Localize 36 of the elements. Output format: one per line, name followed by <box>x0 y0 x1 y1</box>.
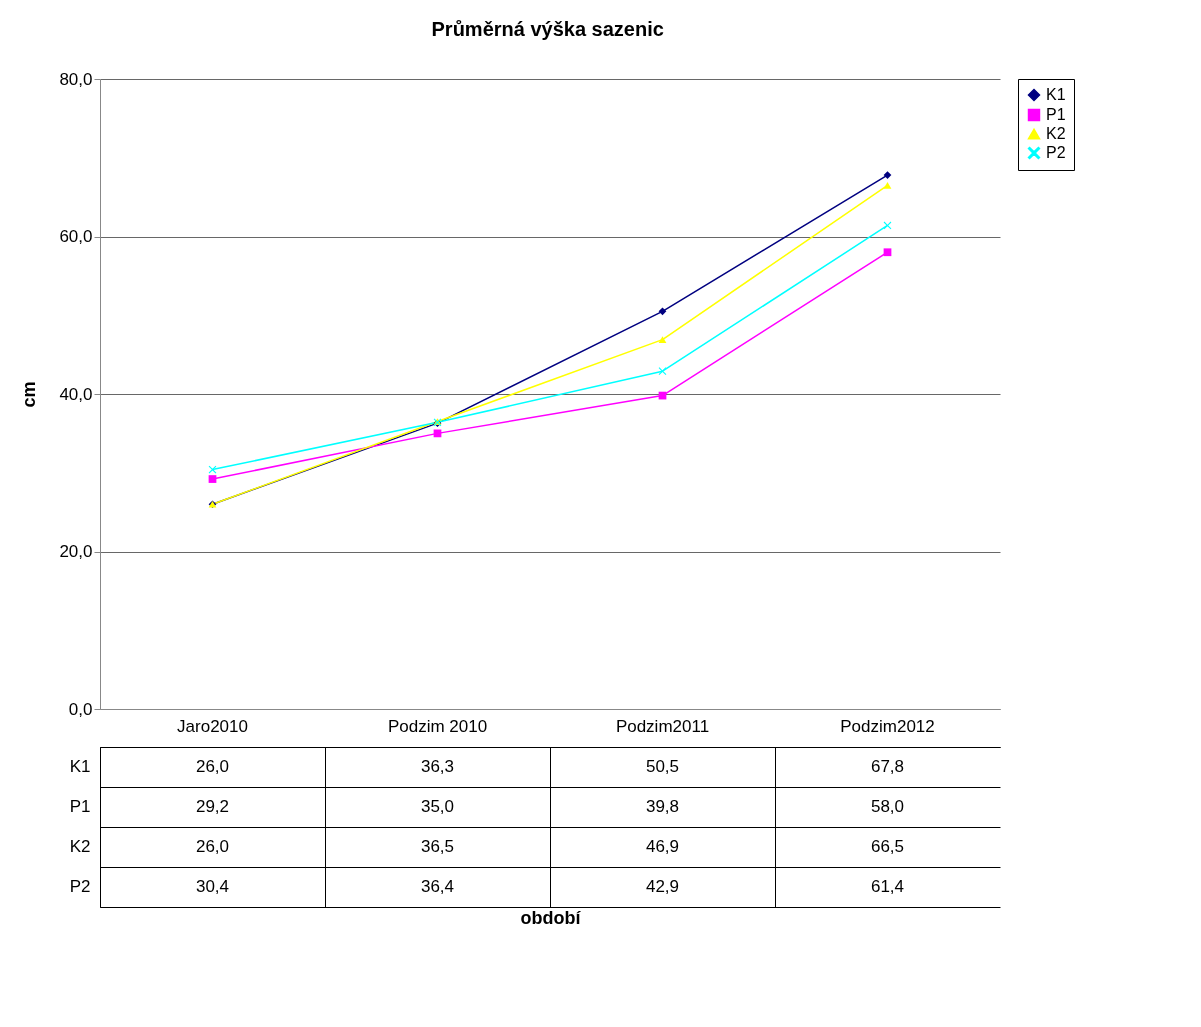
text: K1 <box>69 757 91 776</box>
data-label: 26,0 <box>195 837 230 856</box>
text: K2 <box>69 837 91 856</box>
data-label: 36,3 <box>420 757 455 776</box>
text: P2 <box>69 877 91 896</box>
y-tick-label: 40,0 <box>59 384 93 404</box>
data-label: 35,0 <box>420 797 455 816</box>
x-tick-label: Podzim 2010 <box>387 716 488 736</box>
chart-title: Průměrná výška sazenic <box>431 18 664 40</box>
y-tick-label: 80,0 <box>59 69 93 89</box>
data-label: 42,9 <box>645 877 680 896</box>
data-label: 30,4 <box>195 877 230 896</box>
y-tick-label: 20,0 <box>59 542 93 561</box>
x-tick-label: Jaro2010 <box>177 716 248 736</box>
data-label: 36,5 <box>420 837 455 856</box>
data-label: 39,8 <box>645 797 680 816</box>
data-label: 46,9 <box>645 837 680 856</box>
y-tick-label: 0,0 <box>68 699 93 719</box>
legend-label: P1 <box>1046 106 1066 123</box>
data-label: 61,4 <box>870 877 905 896</box>
y-tick-label: 60,0 <box>59 227 93 246</box>
x-tick-label: Podzim2012 <box>840 716 935 736</box>
text: P1 <box>69 797 91 816</box>
legend-label: K1 <box>1046 86 1066 103</box>
data-label: 67,8 <box>870 757 905 776</box>
data-label: 50,5 <box>645 757 680 776</box>
data-label: 66,5 <box>870 837 905 856</box>
data-label: 26,0 <box>195 757 230 776</box>
legend-label: K2 <box>1046 125 1066 142</box>
data-label: 29,2 <box>195 797 230 816</box>
data-label: 58,0 <box>870 797 905 816</box>
text: období <box>520 907 582 928</box>
y-axis-title: cm <box>19 381 40 408</box>
data-label: 36,4 <box>420 877 455 896</box>
legend-label: P2 <box>1046 144 1066 161</box>
x-tick-label: Podzim2011 <box>615 716 710 736</box>
